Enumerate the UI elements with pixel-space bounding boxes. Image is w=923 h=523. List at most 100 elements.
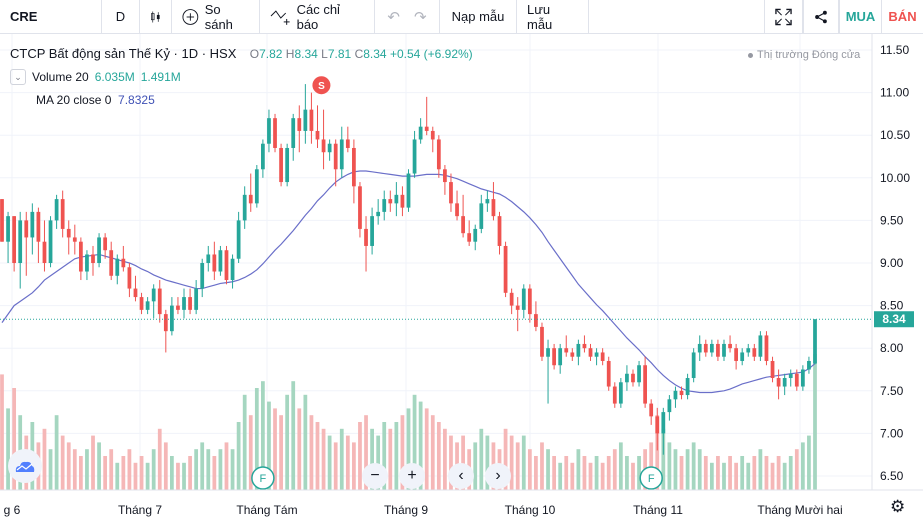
tradingview-logo-button[interactable]	[8, 449, 42, 483]
candle-body	[752, 348, 757, 357]
candle	[236, 211, 241, 263]
candle	[42, 220, 47, 272]
candle	[194, 280, 199, 315]
candle-body	[121, 258, 126, 268]
indicators-button[interactable]: Các chỉ báo	[260, 0, 375, 34]
zoom-out-button[interactable]: −	[362, 463, 388, 489]
candle-body	[649, 403, 654, 417]
candle-body	[497, 216, 502, 246]
volume-bar	[430, 415, 435, 490]
volume-bar	[182, 462, 186, 490]
volume-bar	[212, 456, 217, 490]
volume-bar	[267, 401, 271, 490]
candle-body	[582, 343, 587, 349]
volume-bar	[54, 415, 59, 490]
candle-body	[600, 352, 605, 361]
candle	[540, 322, 544, 361]
share-button[interactable]	[803, 0, 839, 34]
volume-bar	[42, 428, 47, 490]
close-value: 8.34	[363, 47, 387, 61]
candle	[588, 343, 593, 361]
candle	[527, 284, 532, 323]
sell-button[interactable]: BÁN	[881, 0, 923, 34]
candle-body	[467, 233, 472, 242]
volume-bar	[794, 449, 799, 490]
candle-body	[412, 139, 417, 174]
volume-bar	[564, 456, 569, 490]
volume-bar	[176, 462, 180, 490]
sell-event-marker[interactable]: S	[312, 76, 331, 95]
plus-circle-icon	[182, 8, 199, 25]
price-chart[interactable]: S F F 11.50 11.00 10.50 10.00 9.50 9.00 8.50 8.00…	[0, 34, 923, 523]
resolution-button[interactable]: D	[102, 0, 140, 34]
volume-bar	[333, 442, 338, 490]
volume-bar	[157, 428, 162, 490]
volume-bars	[0, 354, 817, 490]
candle	[691, 348, 696, 383]
settings-gear-icon[interactable]: ⚙	[890, 497, 906, 516]
time-tick-label: Tháng 7	[118, 503, 162, 517]
redo-icon[interactable]: ↷	[414, 8, 427, 26]
candle	[685, 373, 690, 400]
candle	[230, 254, 235, 289]
compare-button[interactable]: So sánh	[172, 0, 260, 34]
candle	[36, 207, 41, 263]
fullscreen-button[interactable]	[764, 0, 803, 34]
symbol-search[interactable]: CRE	[0, 0, 102, 34]
candle-body	[382, 199, 387, 212]
compare-label: So sánh	[204, 1, 233, 32]
load-template-button[interactable]: Nạp mẫu	[440, 0, 517, 34]
volume-bar	[788, 456, 793, 490]
volume-bar	[418, 401, 423, 490]
candle-body	[333, 143, 338, 170]
financial-event-marker[interactable]: F	[639, 466, 663, 490]
undo-icon[interactable]: ↶	[387, 8, 400, 26]
price-tick-label: 8.00	[880, 341, 904, 355]
candle-body	[109, 250, 114, 276]
volume-bar	[388, 428, 393, 490]
candle-body	[224, 250, 229, 281]
scroll-right-button[interactable]: ›	[485, 463, 511, 489]
collapse-legend-icon[interactable]: ⌄	[10, 69, 26, 85]
volume-bar	[230, 449, 235, 490]
candle	[133, 275, 138, 302]
volume-bar	[97, 442, 101, 490]
candle	[309, 92, 314, 144]
candle	[479, 194, 484, 234]
volume-bar	[248, 415, 253, 490]
candle	[200, 258, 205, 298]
candle-body	[85, 254, 89, 272]
candle	[163, 309, 168, 353]
candle-body	[242, 194, 247, 221]
candle-body	[594, 352, 599, 357]
candle	[740, 348, 745, 366]
chart-events: S F F	[251, 76, 663, 490]
buy-button[interactable]: MUA	[839, 0, 881, 34]
scroll-left-button[interactable]: ‹	[448, 463, 474, 489]
candle-body	[115, 258, 120, 276]
zoom-in-button[interactable]: +	[399, 463, 425, 489]
candle	[261, 139, 265, 178]
candle	[115, 254, 120, 285]
candle	[449, 173, 453, 212]
candle	[218, 245, 223, 276]
volume-bar	[582, 456, 587, 490]
price-tick-label: 11.50	[880, 43, 909, 57]
candle	[430, 126, 435, 153]
candle-body	[503, 245, 508, 293]
candle	[151, 284, 156, 319]
volume-bar	[321, 428, 326, 490]
volume-bar	[509, 435, 514, 490]
candle-body	[364, 228, 368, 246]
chart-style-button[interactable]	[140, 0, 172, 34]
candle-body	[0, 199, 4, 242]
candle-body	[151, 288, 156, 302]
volume-bar	[364, 415, 368, 490]
event-label: F	[648, 473, 655, 485]
volume-bar	[734, 462, 739, 490]
price-tick-label: 7.50	[880, 384, 904, 398]
volume-bar	[485, 435, 490, 490]
save-template-button[interactable]: Lưu mẫu	[517, 0, 589, 34]
financial-event-marker[interactable]: F	[251, 466, 275, 490]
volume-bar	[303, 394, 308, 490]
